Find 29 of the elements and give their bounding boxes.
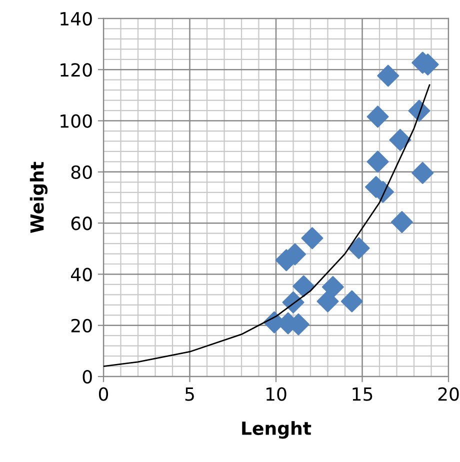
point [389,128,412,151]
point [322,276,344,298]
x-axis-title: Lenght [242,421,312,439]
y-tick-label: 140 [60,12,92,26]
point [301,227,324,250]
line-series [104,84,430,367]
point [366,150,389,173]
point [316,290,339,312]
y-tick-label: 80 [71,165,92,180]
x-tick-label: 10 [266,387,286,401]
y-tick-label: 20 [71,318,92,332]
point [366,106,389,128]
y-tick-label: 100 [60,114,92,128]
point [282,291,304,314]
point [390,211,413,234]
y-tick-label: 120 [60,63,92,77]
x-tick-label: 15 [352,388,372,401]
point [412,162,434,184]
point [340,290,363,312]
point [292,275,315,298]
y-tick-label: 60 [71,216,92,230]
x-tick-label: 20 [438,387,459,401]
y-tick-label: 0 [82,370,92,384]
point [377,64,400,87]
x-tick-label: 0 [98,387,108,401]
y-axis-title: Weight [30,162,48,234]
y-tick-label: 40 [70,268,92,282]
x-tick-label: 5 [185,388,194,401]
point [348,237,370,260]
